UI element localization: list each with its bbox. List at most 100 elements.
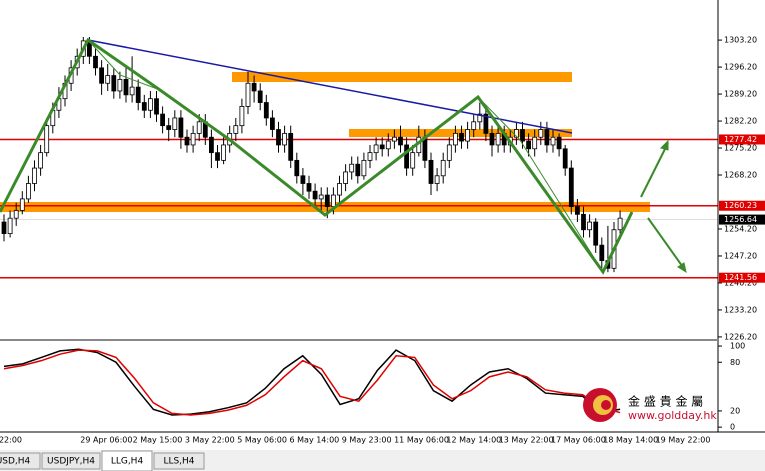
tab[interactable] — [41, 452, 101, 470]
level-label-box — [719, 272, 765, 283]
x-tick-label: 3 May 22:00 — [185, 436, 235, 445]
level-label-box — [719, 134, 765, 145]
candle-body — [208, 136, 214, 154]
candle-body — [300, 175, 306, 184]
wave-line — [477, 96, 604, 273]
candle-body — [312, 190, 318, 200]
candle-body — [135, 86, 141, 103]
y-tick-label: 1303.20 — [724, 36, 757, 45]
resistance-zone — [232, 72, 572, 82]
candle-body — [568, 167, 574, 208]
x-tick-label: 9 May 23:00 — [342, 436, 392, 445]
tab[interactable] — [101, 450, 153, 471]
y-tick-label: 1240.20 — [724, 278, 757, 287]
candle-body — [38, 152, 43, 169]
candle-body — [129, 86, 135, 96]
x-tick-label: 11 May 06:00 — [394, 436, 449, 445]
candle-body — [410, 152, 416, 169]
arrow — [640, 142, 669, 198]
candle-body — [459, 132, 464, 142]
candle-body — [452, 132, 458, 146]
candle-body — [25, 183, 31, 200]
arrow — [647, 217, 686, 271]
candle-body — [99, 67, 104, 84]
x-tick-label: 5 May 06:00 — [237, 436, 287, 445]
candle-body — [245, 82, 251, 107]
arrow-head — [677, 262, 687, 274]
x-tick-label: 18 May 14:00 — [603, 436, 658, 445]
candle-body — [343, 171, 349, 184]
x-tick-label: 6 May 14:00 — [290, 436, 340, 445]
tab[interactable] — [153, 452, 205, 470]
candle-body — [215, 152, 220, 161]
candle-body — [154, 98, 159, 115]
candle-body — [434, 175, 440, 184]
candle-body — [19, 198, 25, 211]
candles — [1, 37, 623, 273]
tab-label[interactable]: USDJPY,H4 — [47, 457, 95, 467]
candle-body — [288, 132, 294, 161]
candle-body — [581, 213, 586, 231]
candle-body — [428, 159, 434, 184]
y-tick-label: 1247.20 — [724, 251, 757, 260]
candle-body — [306, 183, 312, 192]
candle-body — [477, 113, 483, 123]
candle-body — [489, 132, 495, 146]
candle-body — [379, 144, 385, 150]
osc-line — [3, 349, 621, 416]
candle-body — [446, 144, 452, 161]
candle-body — [483, 113, 489, 134]
osc-tick-label: 80 — [730, 358, 740, 367]
candle-body — [587, 221, 592, 231]
candle-body — [373, 144, 379, 154]
candle-body — [514, 129, 519, 138]
candle-body — [385, 140, 391, 150]
candle-body — [44, 125, 50, 154]
osc-tick-label: 0 — [730, 423, 735, 432]
candle-body — [575, 206, 580, 215]
candle-body — [111, 75, 117, 92]
candle-body — [544, 129, 550, 146]
candle-body — [593, 221, 599, 246]
y-tick-label: 1282.20 — [724, 117, 757, 126]
tab-label[interactable]: LLS,H4 — [163, 457, 194, 467]
candle-body — [556, 136, 562, 150]
x-tick-label: 29 Apr 06:00 — [80, 436, 132, 445]
y-tick-label: 1254.20 — [724, 224, 757, 233]
candle-body — [550, 136, 556, 146]
x-tick-label: 22:00 — [0, 436, 22, 445]
candle-body — [190, 132, 196, 146]
oscillator: 100 80 20 0 — [3, 342, 745, 432]
candle-body — [538, 129, 544, 138]
candle-body — [398, 136, 403, 146]
candle-body — [172, 117, 178, 130]
candle-body — [7, 217, 13, 235]
candle-body — [257, 90, 263, 103]
tab[interactable] — [0, 452, 41, 470]
x-tick-label: 17 May 06:00 — [551, 436, 606, 445]
candle-body — [276, 129, 281, 146]
candle-body — [263, 102, 269, 119]
candle-body — [391, 136, 397, 142]
candle-body — [166, 125, 172, 130]
candle-body — [239, 105, 245, 127]
candle-body — [32, 167, 37, 184]
logo: 金 盛 貴 金 屬 www.goldday.hk — [583, 388, 717, 422]
candle-body — [105, 75, 111, 84]
candle-body — [324, 194, 330, 208]
y-tick-label: 1289.20 — [724, 90, 757, 99]
y-tick-label: 1275.20 — [724, 144, 757, 153]
y-tick-label: 1226.20 — [724, 332, 757, 341]
arrow-head — [660, 139, 669, 151]
y-tick-label: 1296.20 — [724, 63, 757, 72]
candle-body — [355, 163, 361, 177]
tab-label[interactable]: LLG,H4 — [111, 457, 144, 467]
level-label-box — [719, 200, 765, 211]
tab-label[interactable]: USD,H4 — [0, 457, 31, 467]
brand-name: 金 盛 貴 金 屬 — [628, 394, 703, 409]
wave-line — [0, 37, 634, 275]
candle-body — [123, 79, 129, 96]
candle-body — [465, 129, 471, 142]
logo-core — [601, 400, 611, 410]
